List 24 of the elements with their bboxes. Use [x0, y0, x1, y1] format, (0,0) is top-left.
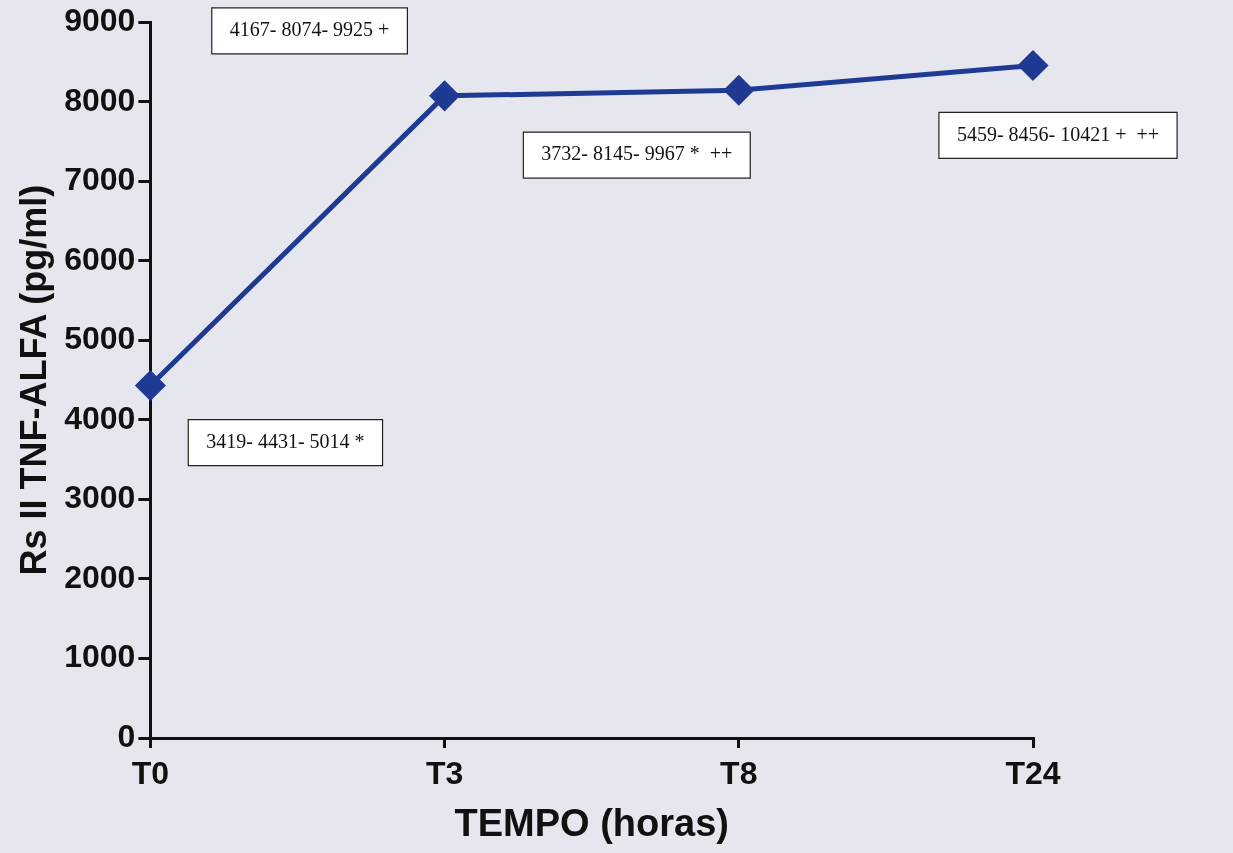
x-tick-label: T8 [720, 755, 758, 792]
annotation: 4167- 8074- 9925 + [229, 18, 390, 41]
x-tick-label: T0 [131, 755, 170, 792]
y-tick-label: 0 [117, 717, 136, 754]
x-axis-title: TEMPO (horas) [454, 801, 729, 844]
y-axis-title: Rs II TNF-ALFA (pg/ml) [12, 184, 54, 576]
y-tick-label: 6000 [64, 240, 136, 277]
y-tick-label: 8000 [64, 81, 136, 118]
annotation: 3419- 4431- 5014 * [206, 429, 365, 452]
point [135, 371, 165, 401]
y-tick-label: 4000 [64, 399, 136, 436]
y-tick-label: 2000 [64, 558, 136, 595]
y-tick-label: 9000 [64, 2, 136, 39]
annotation: 3732- 8145- 9967 * ++ [541, 142, 733, 165]
annotation: 5459- 8456- 10421 + ++ [956, 122, 1160, 145]
y-tick-label: 1000 [64, 638, 136, 675]
y-tick-label: 3000 [64, 479, 136, 516]
y-tick-label: 7000 [64, 161, 136, 198]
x-tick-label: T3 [425, 755, 464, 792]
point [430, 81, 460, 111]
point [1018, 50, 1048, 80]
x-tick-label: T24 [1005, 755, 1061, 792]
y-tick-label: 5000 [64, 320, 136, 357]
point [724, 75, 754, 105]
